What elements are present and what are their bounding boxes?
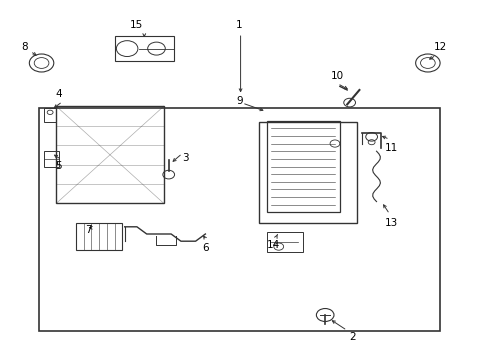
Bar: [266, 121, 339, 212]
Text: 5: 5: [55, 161, 62, 171]
Text: 12: 12: [432, 42, 446, 52]
Text: 2: 2: [348, 332, 355, 342]
Text: 4: 4: [55, 89, 62, 99]
Text: 15: 15: [130, 20, 143, 30]
Bar: [115, 36, 173, 61]
Text: 6: 6: [202, 243, 208, 253]
Bar: [259, 122, 356, 223]
Text: 11: 11: [384, 143, 397, 153]
Text: 8: 8: [21, 42, 28, 52]
Text: 9: 9: [236, 96, 243, 106]
Bar: [44, 151, 59, 167]
Text: 10: 10: [330, 71, 343, 81]
Text: 13: 13: [384, 218, 397, 228]
Bar: [266, 232, 303, 252]
Text: 14: 14: [266, 240, 280, 250]
Text: 3: 3: [182, 153, 189, 163]
Text: 1: 1: [236, 20, 243, 30]
Bar: [39, 108, 439, 331]
Bar: [76, 223, 122, 250]
Bar: [44, 108, 56, 122]
Text: 7: 7: [84, 225, 91, 235]
Bar: [56, 106, 163, 203]
